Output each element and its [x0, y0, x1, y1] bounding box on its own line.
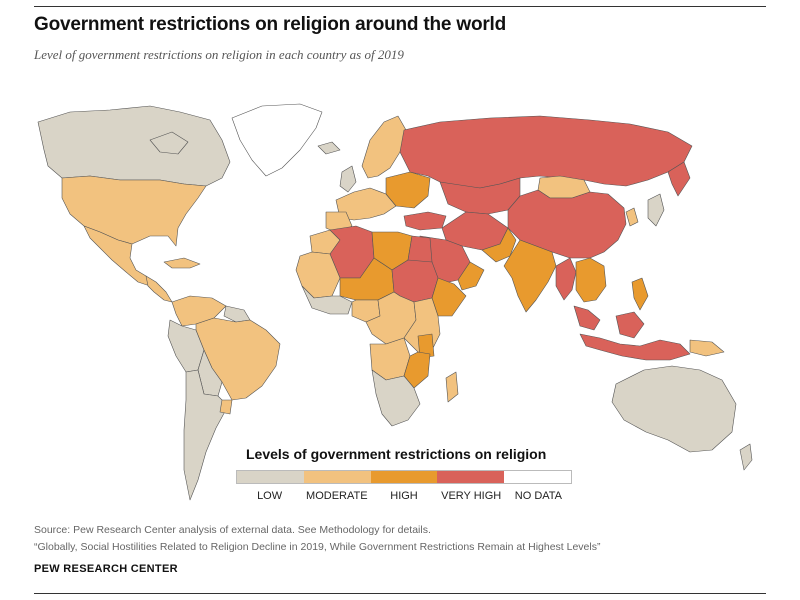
- region-scandinavia: [361, 115, 407, 179]
- legend-swatch-no-data: [504, 471, 571, 483]
- region-papua: [689, 339, 725, 357]
- source-note: Source: Pew Research Center analysis of …: [34, 522, 600, 556]
- region-borneo: [615, 311, 645, 339]
- region-tanzania: [417, 333, 435, 359]
- region-caribbean: [163, 257, 201, 269]
- region-pakistan: [481, 227, 517, 263]
- region-arctic-islands: [149, 131, 189, 155]
- region-kamchatka: [667, 161, 691, 197]
- region-uk: [339, 165, 357, 193]
- region-korea: [625, 207, 639, 227]
- chart-subtitle: Level of government restrictions on reli…: [34, 47, 404, 62]
- region-usa: [61, 175, 207, 247]
- region-egypt: [407, 235, 433, 265]
- region-myanmar: [555, 257, 577, 301]
- source-line: Source: Pew Research Center analysis of …: [34, 524, 431, 536]
- region-iceland: [317, 141, 341, 155]
- legend-swatch-low: [237, 471, 304, 483]
- legend-swatch-moderate: [303, 471, 371, 483]
- region-turkey: [403, 211, 447, 231]
- region-uruguay: [219, 399, 233, 415]
- legend-label-very-high: VERY HIGH: [441, 490, 502, 502]
- legend-swatch-high: [370, 471, 438, 483]
- region-philippines: [631, 277, 649, 311]
- report-title-line: “Globally, Social Hostilities Related to…: [34, 541, 601, 553]
- region-guianas: [223, 305, 251, 323]
- region-japan: [647, 193, 665, 227]
- region-new-zealand: [739, 443, 753, 471]
- region-oman-yemen: [457, 261, 485, 291]
- top-rule: [34, 6, 766, 7]
- region-australia: [611, 365, 737, 453]
- legend-label-no-data: NO DATA: [514, 490, 563, 502]
- legend-title: Levels of government restrictions on rel…: [246, 446, 547, 462]
- region-malaysia: [573, 305, 601, 331]
- region-argentina-chile: [183, 369, 229, 501]
- legend-label-moderate: MODERATE: [306, 490, 368, 502]
- region-canada: [37, 105, 231, 187]
- legend-label-low: LOW: [257, 490, 283, 502]
- legend-label-high: HIGH: [390, 490, 418, 502]
- region-indochina: [575, 257, 607, 303]
- bottom-rule: [34, 593, 766, 594]
- region-indonesia: [579, 333, 691, 361]
- region-india: [503, 239, 557, 313]
- legend-swatch-very-high: [437, 471, 505, 483]
- region-greenland: [231, 103, 323, 177]
- chart-title: Government restrictions on religion arou…: [34, 14, 507, 35]
- organization-name: PEW RESEARCH CENTER: [34, 563, 178, 575]
- legend-color-scale: [236, 470, 572, 484]
- region-central-america: [145, 275, 173, 303]
- legend-labels: LOW MODERATE HIGH VERY HIGH NO DATA: [236, 490, 572, 506]
- region-madagascar: [445, 371, 459, 403]
- region-southern-africa: [371, 369, 421, 427]
